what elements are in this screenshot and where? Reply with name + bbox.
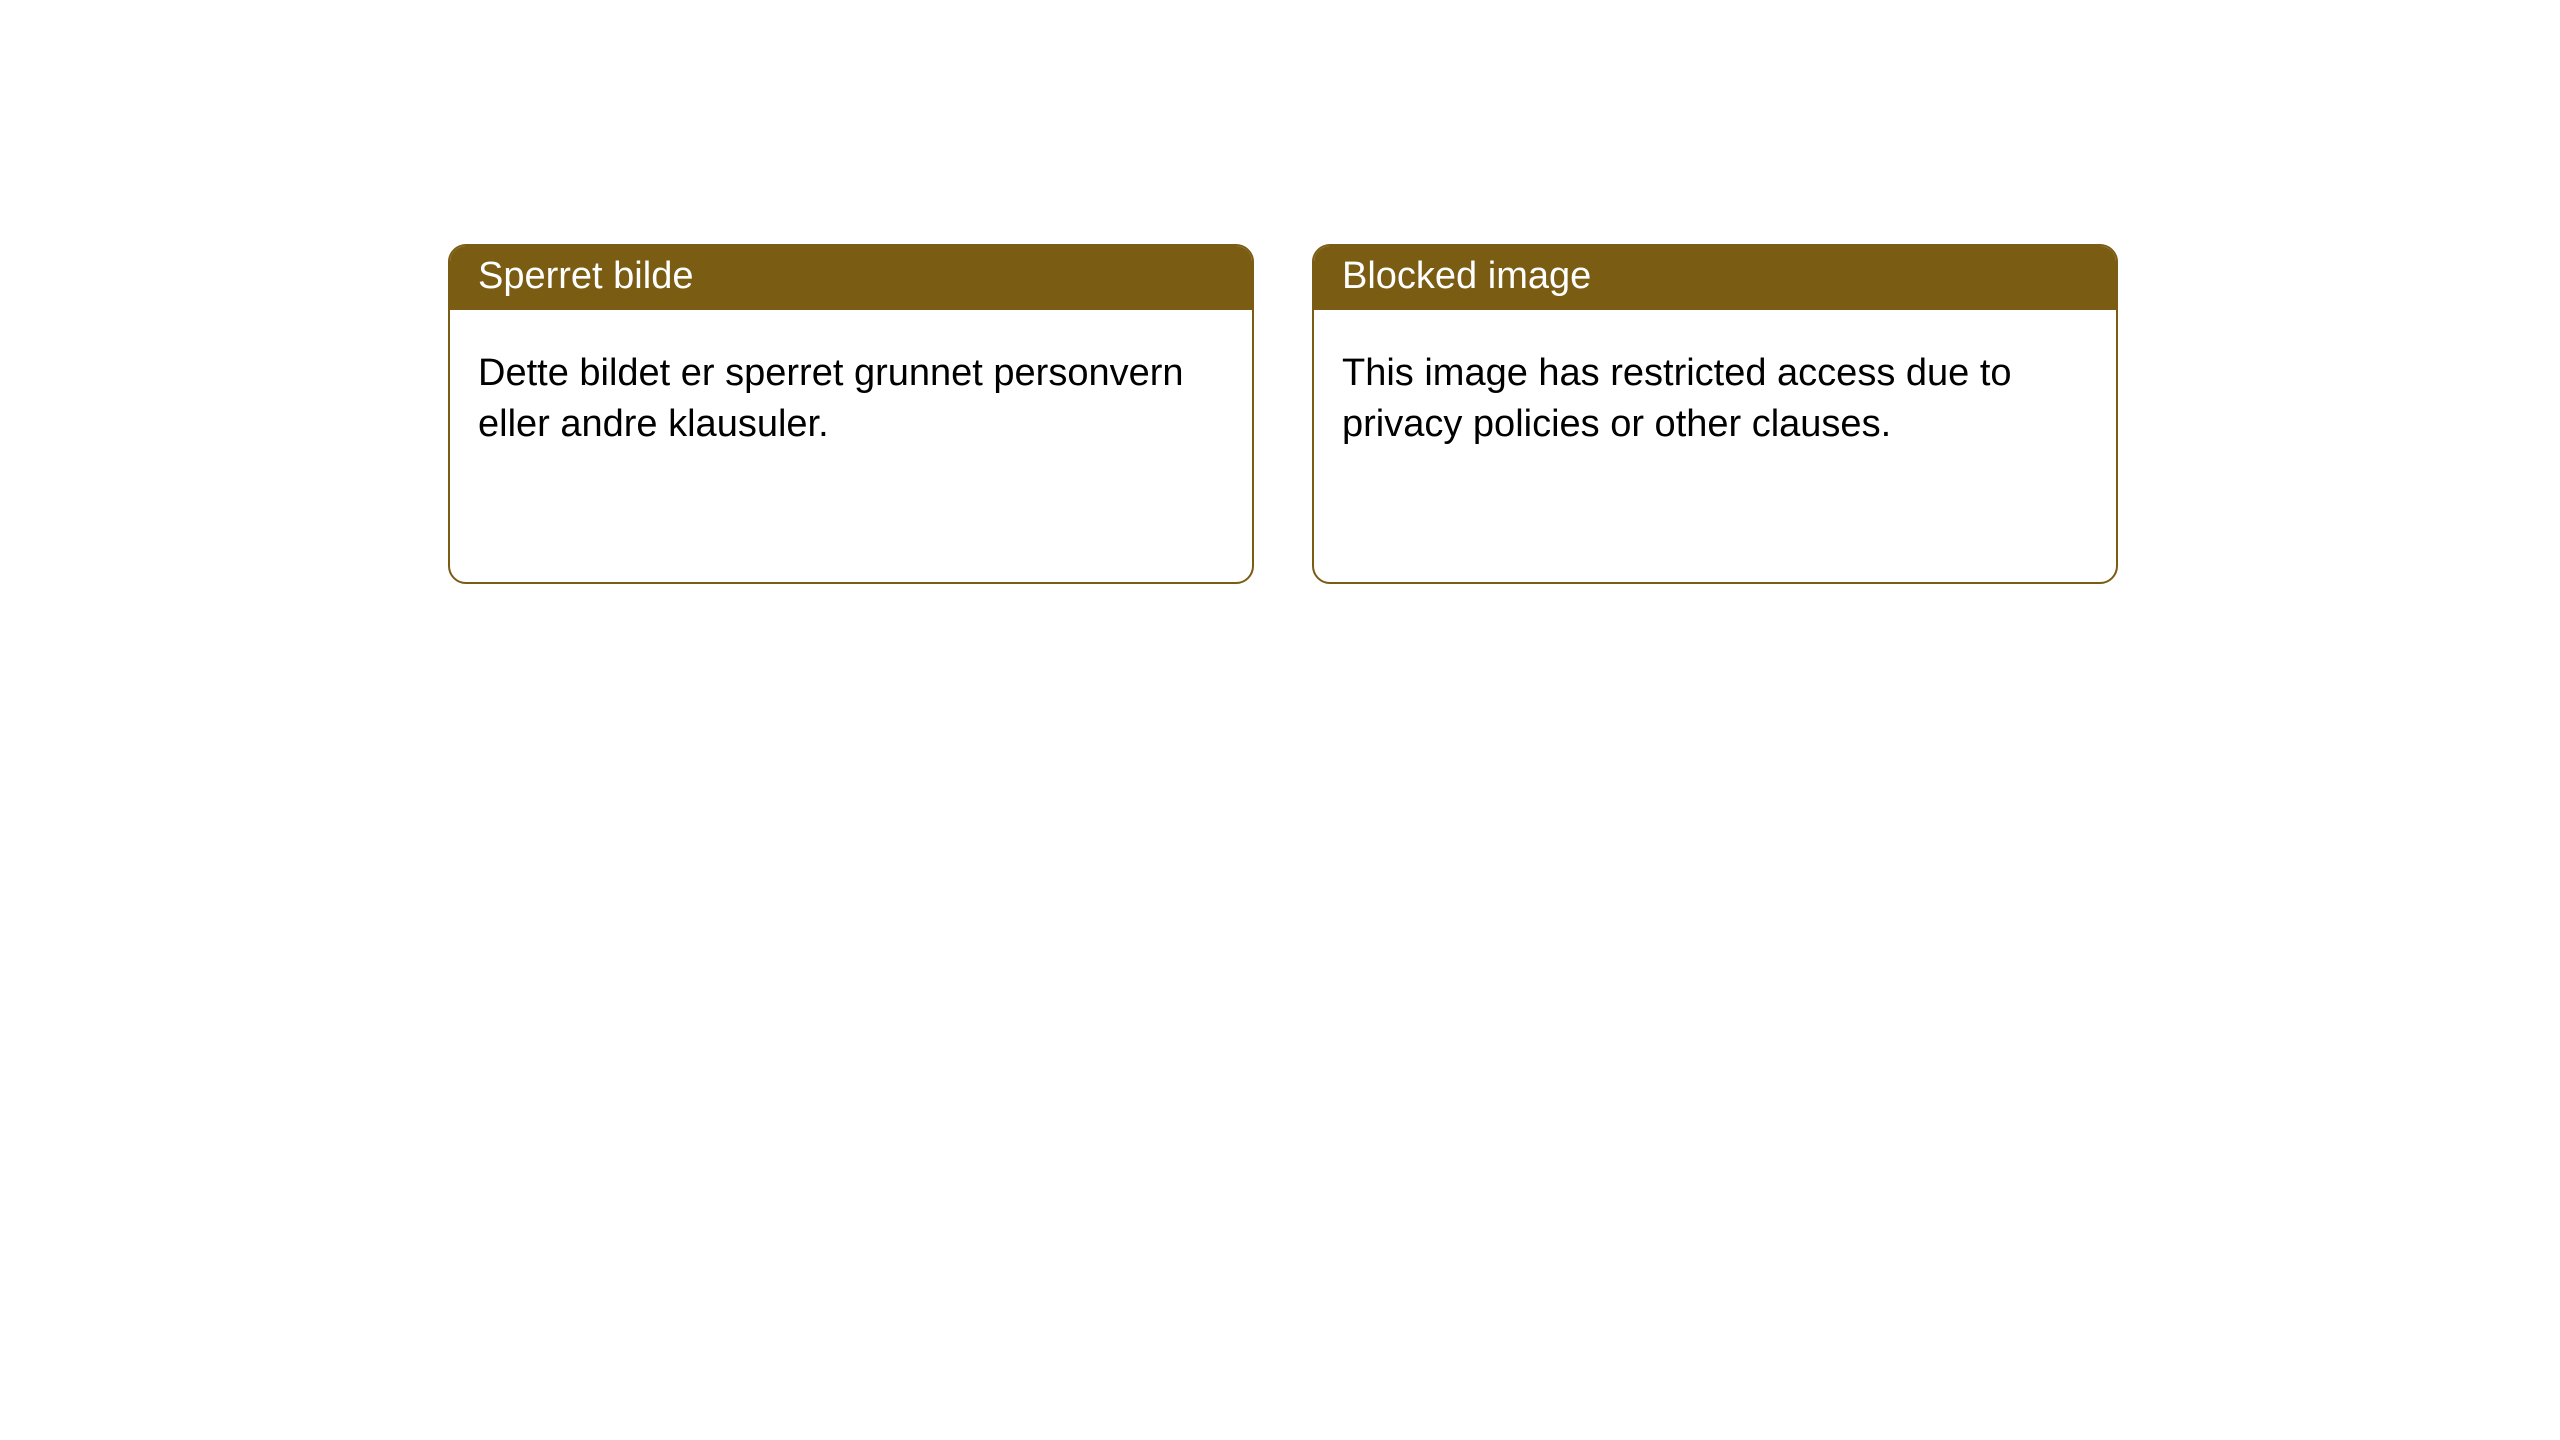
notice-container: Sperret bilde Dette bildet er sperret gr… [0,0,2560,584]
notice-title-english: Blocked image [1314,246,2116,310]
notice-body-english: This image has restricted access due to … [1314,310,2116,582]
notice-card-english: Blocked image This image has restricted … [1312,244,2118,584]
notice-body-norwegian: Dette bildet er sperret grunnet personve… [450,310,1252,582]
notice-card-norwegian: Sperret bilde Dette bildet er sperret gr… [448,244,1254,584]
notice-title-norwegian: Sperret bilde [450,246,1252,310]
